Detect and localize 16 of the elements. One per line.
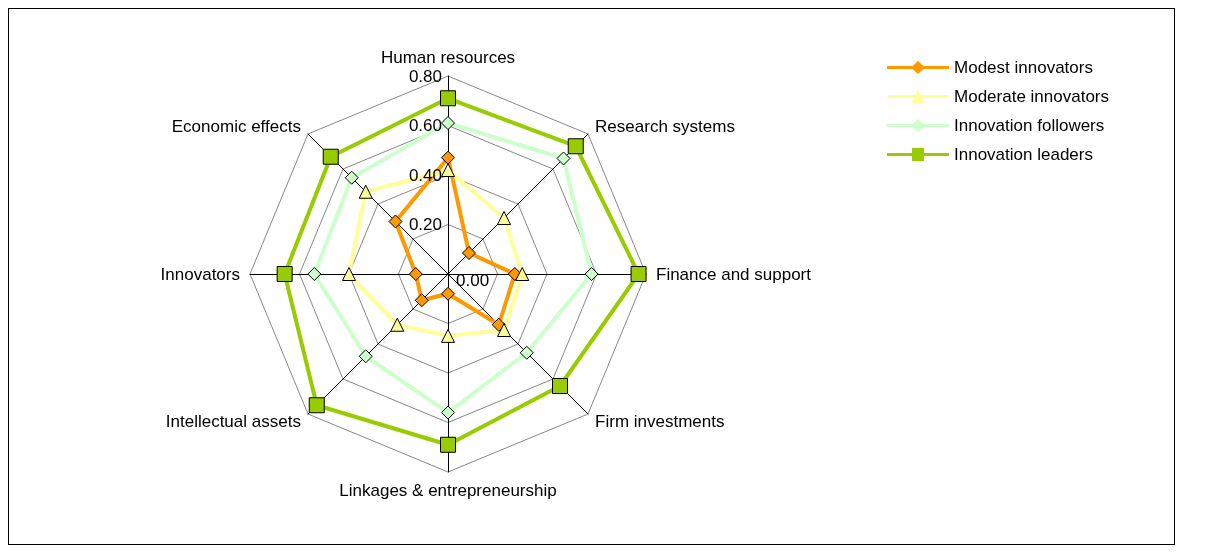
- legend-label: Moderate innovators: [954, 87, 1110, 106]
- y-tick-label: 0.40: [408, 165, 442, 185]
- spoke-label: Economic effects: [171, 117, 301, 137]
- legend-label: Modest innovators: [954, 58, 1093, 77]
- spoke-label: Research systems: [595, 117, 735, 137]
- y-tick-label: 0.60: [408, 116, 442, 135]
- spoke-label: Finance and support: [656, 264, 812, 284]
- legend-label: Innovation leaders: [954, 145, 1093, 164]
- y-tick-label: 0.80: [408, 66, 442, 86]
- spoke-label: Innovators: [160, 264, 240, 284]
- spoke-label: Human resources: [380, 48, 516, 67]
- spoke-label: Linkages & entrepreneurship: [339, 481, 557, 500]
- spoke-label: Firm investments: [595, 411, 725, 431]
- legend-label: Innovation followers: [954, 116, 1105, 135]
- spoke-label: Intellectual assets: [165, 411, 301, 431]
- y-tick-label: 0.20: [408, 215, 442, 234]
